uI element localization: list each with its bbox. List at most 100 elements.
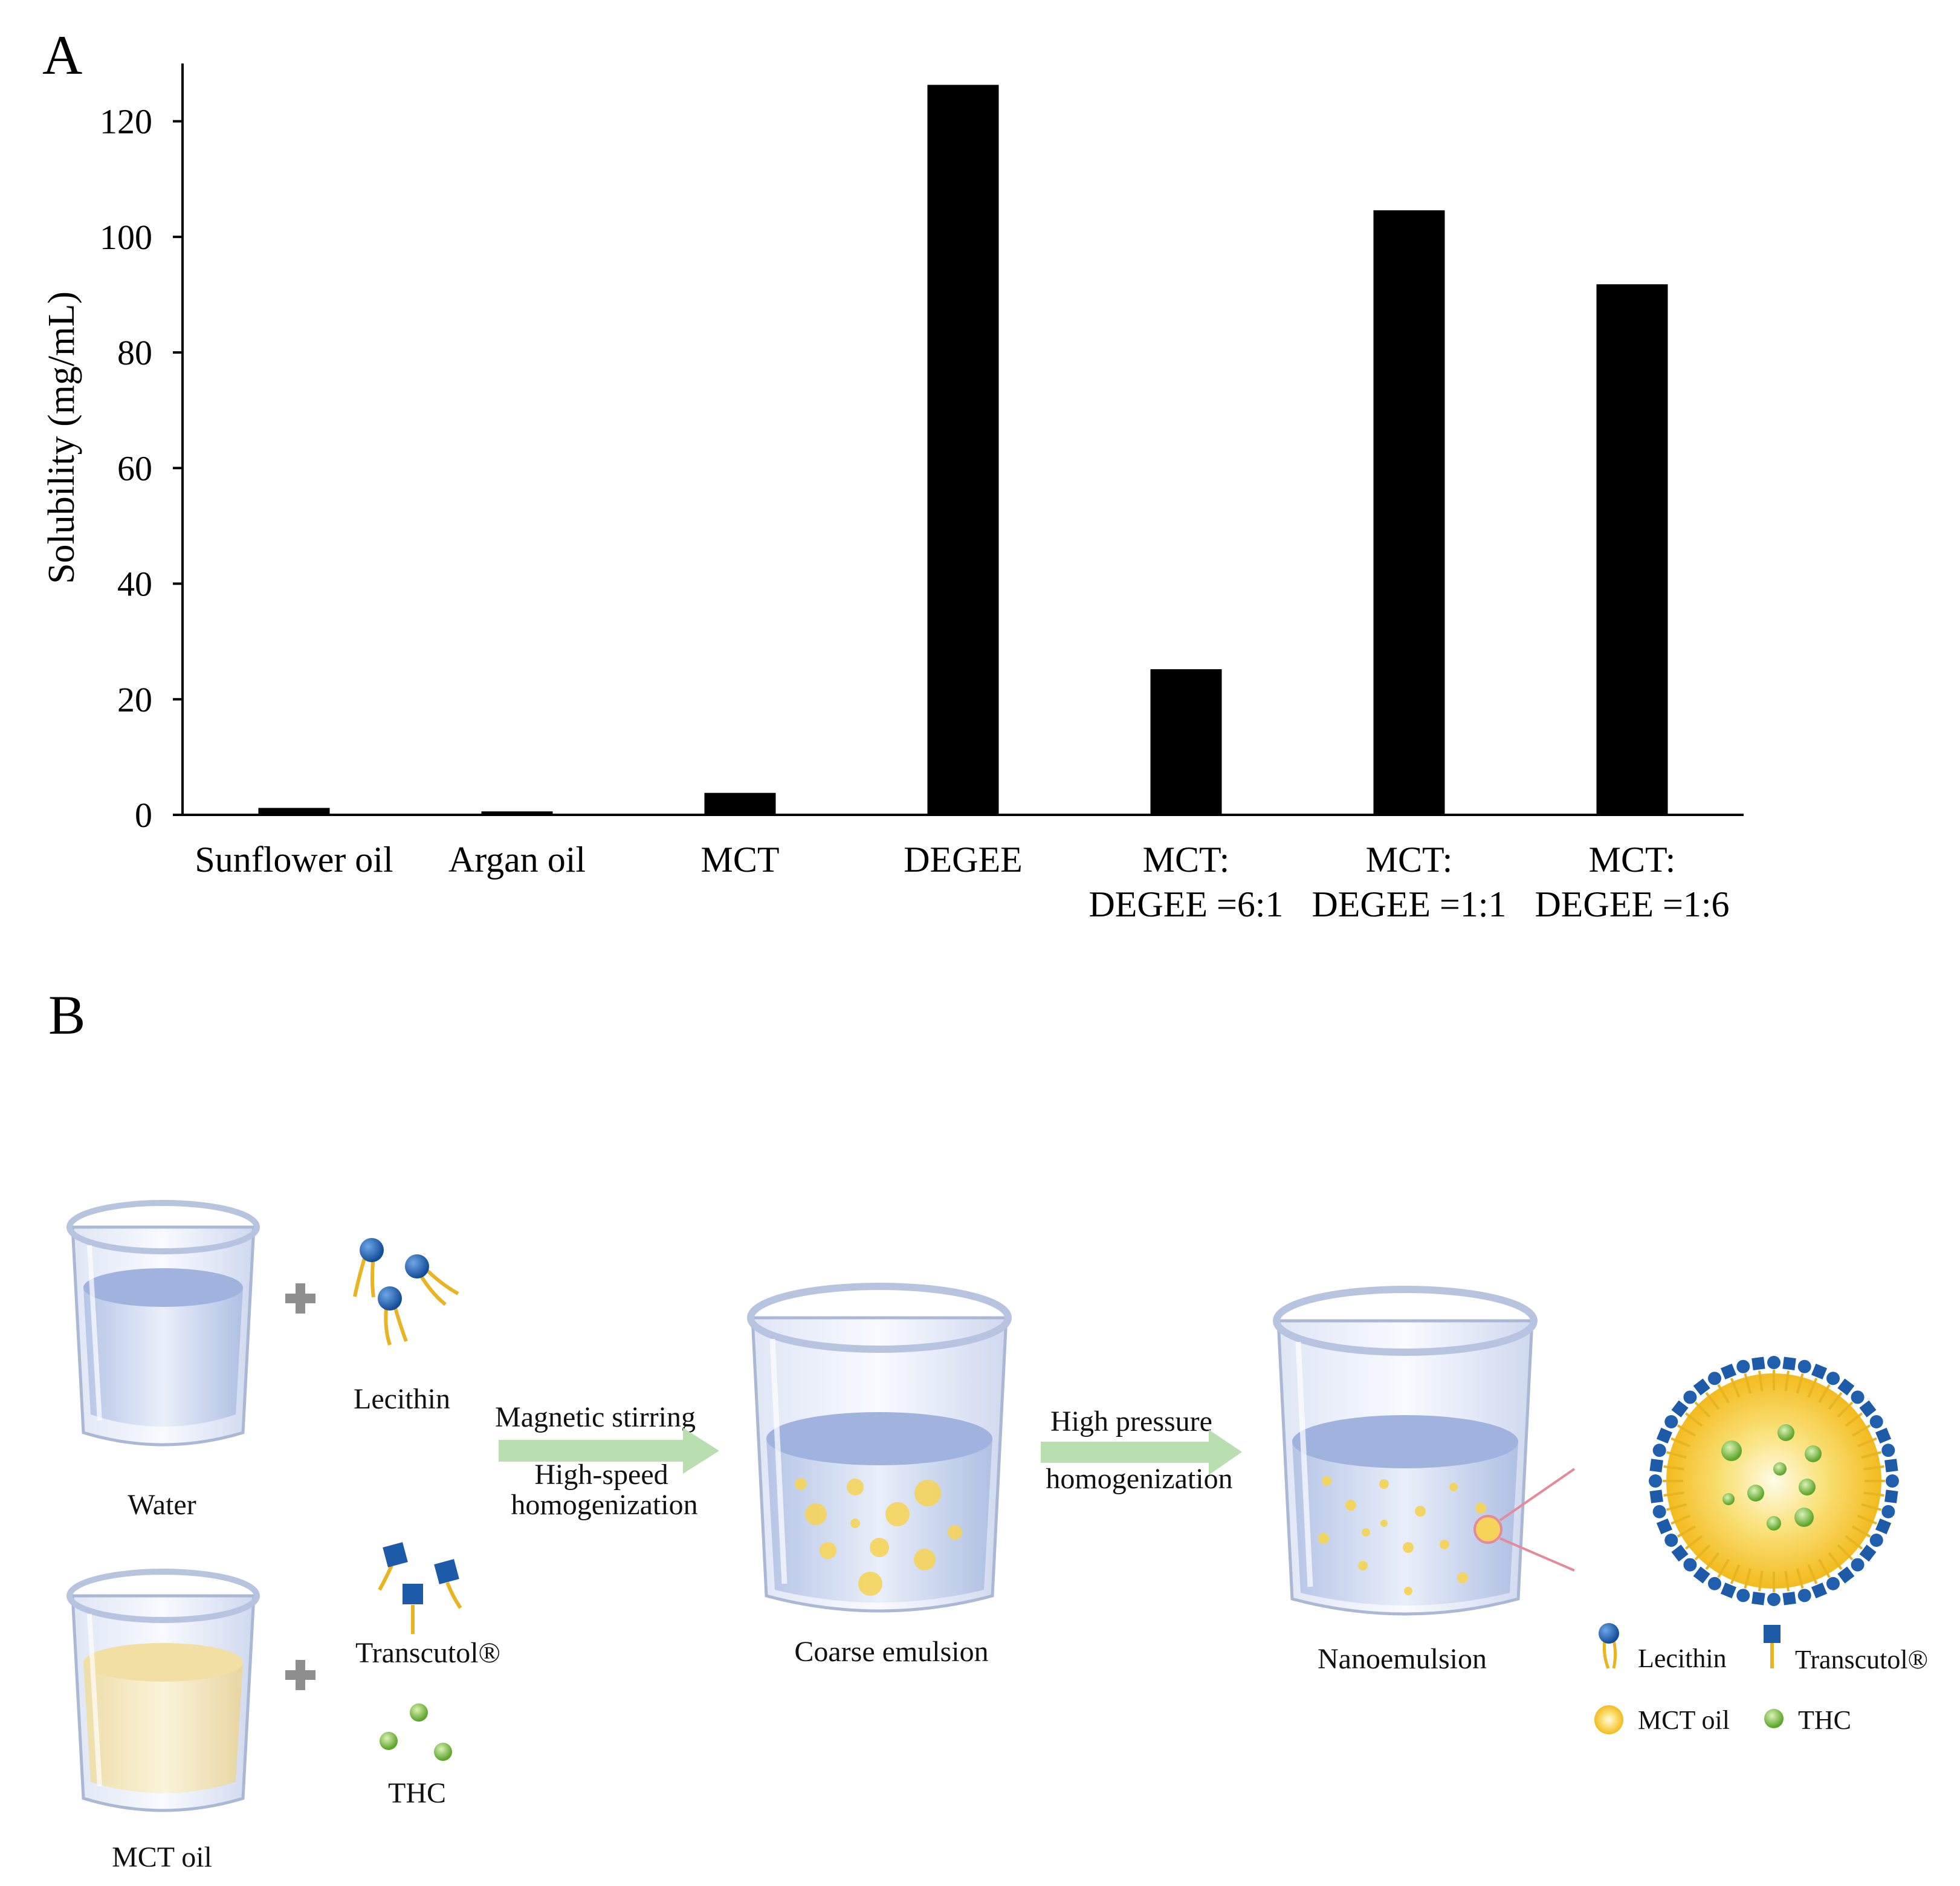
x-category-label: MCT: bbox=[1589, 840, 1676, 880]
lecithin-head bbox=[1652, 1505, 1666, 1518]
lecithin-head bbox=[1851, 1558, 1865, 1572]
surfactant-tail bbox=[1851, 1424, 1871, 1437]
transcutol-head bbox=[1875, 1427, 1892, 1444]
surfactant-tail bbox=[1666, 1503, 1687, 1511]
x-category-label: DEGEE =6:1 bbox=[1088, 884, 1283, 924]
transcutol-head bbox=[1782, 1356, 1796, 1370]
surfactant-tail bbox=[1851, 1525, 1871, 1538]
lecithin-head bbox=[1649, 1474, 1662, 1488]
transcutol-head bbox=[1875, 1518, 1892, 1535]
surfactant-tail bbox=[1845, 1412, 1863, 1427]
lecithin-head bbox=[1826, 1372, 1840, 1385]
surfactant-shell bbox=[1649, 1356, 1899, 1606]
surfactant-tail bbox=[1663, 1465, 1684, 1471]
x-category-label: MCT: bbox=[1143, 840, 1230, 880]
surfactant-tail bbox=[1684, 1412, 1703, 1427]
transcutol-head bbox=[1671, 1544, 1689, 1562]
mct-oil-beaker bbox=[66, 1569, 260, 1812]
coarse-emulsion-beaker bbox=[747, 1283, 1012, 1613]
x-category-label: DEGEE =1:6 bbox=[1535, 884, 1729, 924]
lecithin-head bbox=[1708, 1372, 1721, 1385]
lecithin-molecules-icon bbox=[353, 1238, 459, 1346]
bar bbox=[927, 85, 999, 815]
mct-oil-label: MCT oil bbox=[112, 1841, 212, 1873]
lecithin-head bbox=[1664, 1415, 1678, 1428]
surfactant-tail bbox=[1663, 1491, 1684, 1497]
surfactant-tail bbox=[1828, 1392, 1843, 1410]
x-category-label: DEGEE =1:1 bbox=[1312, 884, 1506, 924]
panel-a: A 0 20 40 60 80 100 120 Sunflower oil Argan oil… bbox=[41, 24, 1744, 924]
transcutol-head bbox=[1782, 1592, 1796, 1606]
transcutol-head bbox=[1693, 1566, 1710, 1584]
surfactant-tail bbox=[1818, 1558, 1831, 1578]
x-category-label: Sunflower oil bbox=[195, 840, 393, 880]
surfactant-tail bbox=[1758, 1370, 1764, 1392]
lecithin-head bbox=[1869, 1415, 1883, 1428]
bar bbox=[481, 811, 553, 815]
arrow-icon bbox=[1041, 1430, 1242, 1475]
lecithin-label: Lecithin bbox=[354, 1383, 450, 1415]
transcutol-head bbox=[1693, 1378, 1710, 1396]
lecithin-head bbox=[1736, 1589, 1750, 1602]
x-category-label: DEGEE bbox=[904, 840, 1023, 880]
lecithin-head bbox=[1767, 1356, 1780, 1369]
transcutol-head bbox=[1720, 1583, 1737, 1599]
x-category-label: MCT bbox=[700, 840, 779, 880]
surfactant-tail bbox=[1671, 1514, 1691, 1525]
surfactant-tail bbox=[1744, 1373, 1752, 1394]
surfactant-tail bbox=[1730, 1564, 1741, 1584]
transcutol-head bbox=[1656, 1518, 1672, 1535]
thc-molecules-icon bbox=[380, 1703, 452, 1761]
surfactant-tail bbox=[1861, 1451, 1882, 1459]
transcutol-head bbox=[1656, 1427, 1672, 1444]
transcutol-head bbox=[1837, 1566, 1855, 1584]
surfactant-tail bbox=[1807, 1564, 1818, 1584]
legend-transcutol-label: Transcutol® bbox=[1795, 1645, 1928, 1674]
legend-thc-label: THC bbox=[1798, 1705, 1851, 1735]
coarse-emulsion-label: Coarse emulsion bbox=[794, 1636, 988, 1668]
bar bbox=[1150, 669, 1222, 815]
surfactant-tail bbox=[1677, 1525, 1696, 1538]
surfactant-tail bbox=[1857, 1437, 1877, 1448]
step1-label-line3: homogenization bbox=[511, 1489, 697, 1521]
surfactant-tail bbox=[1863, 1491, 1884, 1497]
thc-label: THC bbox=[388, 1777, 446, 1809]
surfactant-tail bbox=[1744, 1568, 1752, 1589]
lecithin-head bbox=[1683, 1558, 1697, 1572]
y-tick-label: 100 bbox=[100, 218, 152, 257]
transcutol-head bbox=[1884, 1459, 1898, 1473]
surfactant-tail bbox=[1784, 1370, 1790, 1392]
lecithin-head bbox=[1869, 1534, 1883, 1547]
surfactant-tail bbox=[1694, 1544, 1711, 1561]
legend-transcutol-icon bbox=[1764, 1625, 1780, 1668]
transcutol-head bbox=[1811, 1363, 1828, 1379]
y-tick-label: 20 bbox=[117, 680, 152, 719]
transcutol-head bbox=[1811, 1583, 1828, 1599]
surfactant-tail bbox=[1796, 1373, 1804, 1394]
surfactant-tail bbox=[1666, 1451, 1687, 1459]
y-tick-label: 80 bbox=[117, 333, 152, 372]
nanoemulsion-beaker bbox=[1273, 1286, 1538, 1616]
bar bbox=[704, 792, 776, 815]
lecithin-head bbox=[1708, 1577, 1721, 1590]
arrow-icon bbox=[499, 1428, 719, 1474]
transcutol-head bbox=[1649, 1459, 1663, 1473]
mct-oil-core bbox=[1666, 1373, 1881, 1589]
x-axis-labels: Sunflower oil Argan oil MCT DEGEE MCT:DEGEE … bbox=[195, 840, 1729, 924]
transcutol-head bbox=[1751, 1592, 1765, 1606]
transcutol-head bbox=[1859, 1544, 1877, 1562]
water-beaker bbox=[66, 1200, 260, 1447]
legend-mct-oil-label: MCT oil bbox=[1638, 1705, 1730, 1735]
surfactant-tail bbox=[1730, 1378, 1741, 1398]
transcutol-head bbox=[1649, 1489, 1663, 1503]
zoom-lines bbox=[1499, 1468, 1576, 1572]
y-tick-label: 120 bbox=[100, 102, 152, 141]
surfactant-tail bbox=[1861, 1503, 1882, 1511]
surfactant-tail bbox=[1694, 1401, 1711, 1418]
surfactant-tail bbox=[1717, 1384, 1730, 1404]
lecithin-head bbox=[1652, 1444, 1666, 1457]
legend-mct-oil-icon bbox=[1594, 1705, 1623, 1734]
water-label: Water bbox=[128, 1489, 196, 1521]
solubility-bar-chart: 0 20 40 60 80 100 120 Sunflower oil Argan oil MC… bbox=[41, 63, 1744, 924]
